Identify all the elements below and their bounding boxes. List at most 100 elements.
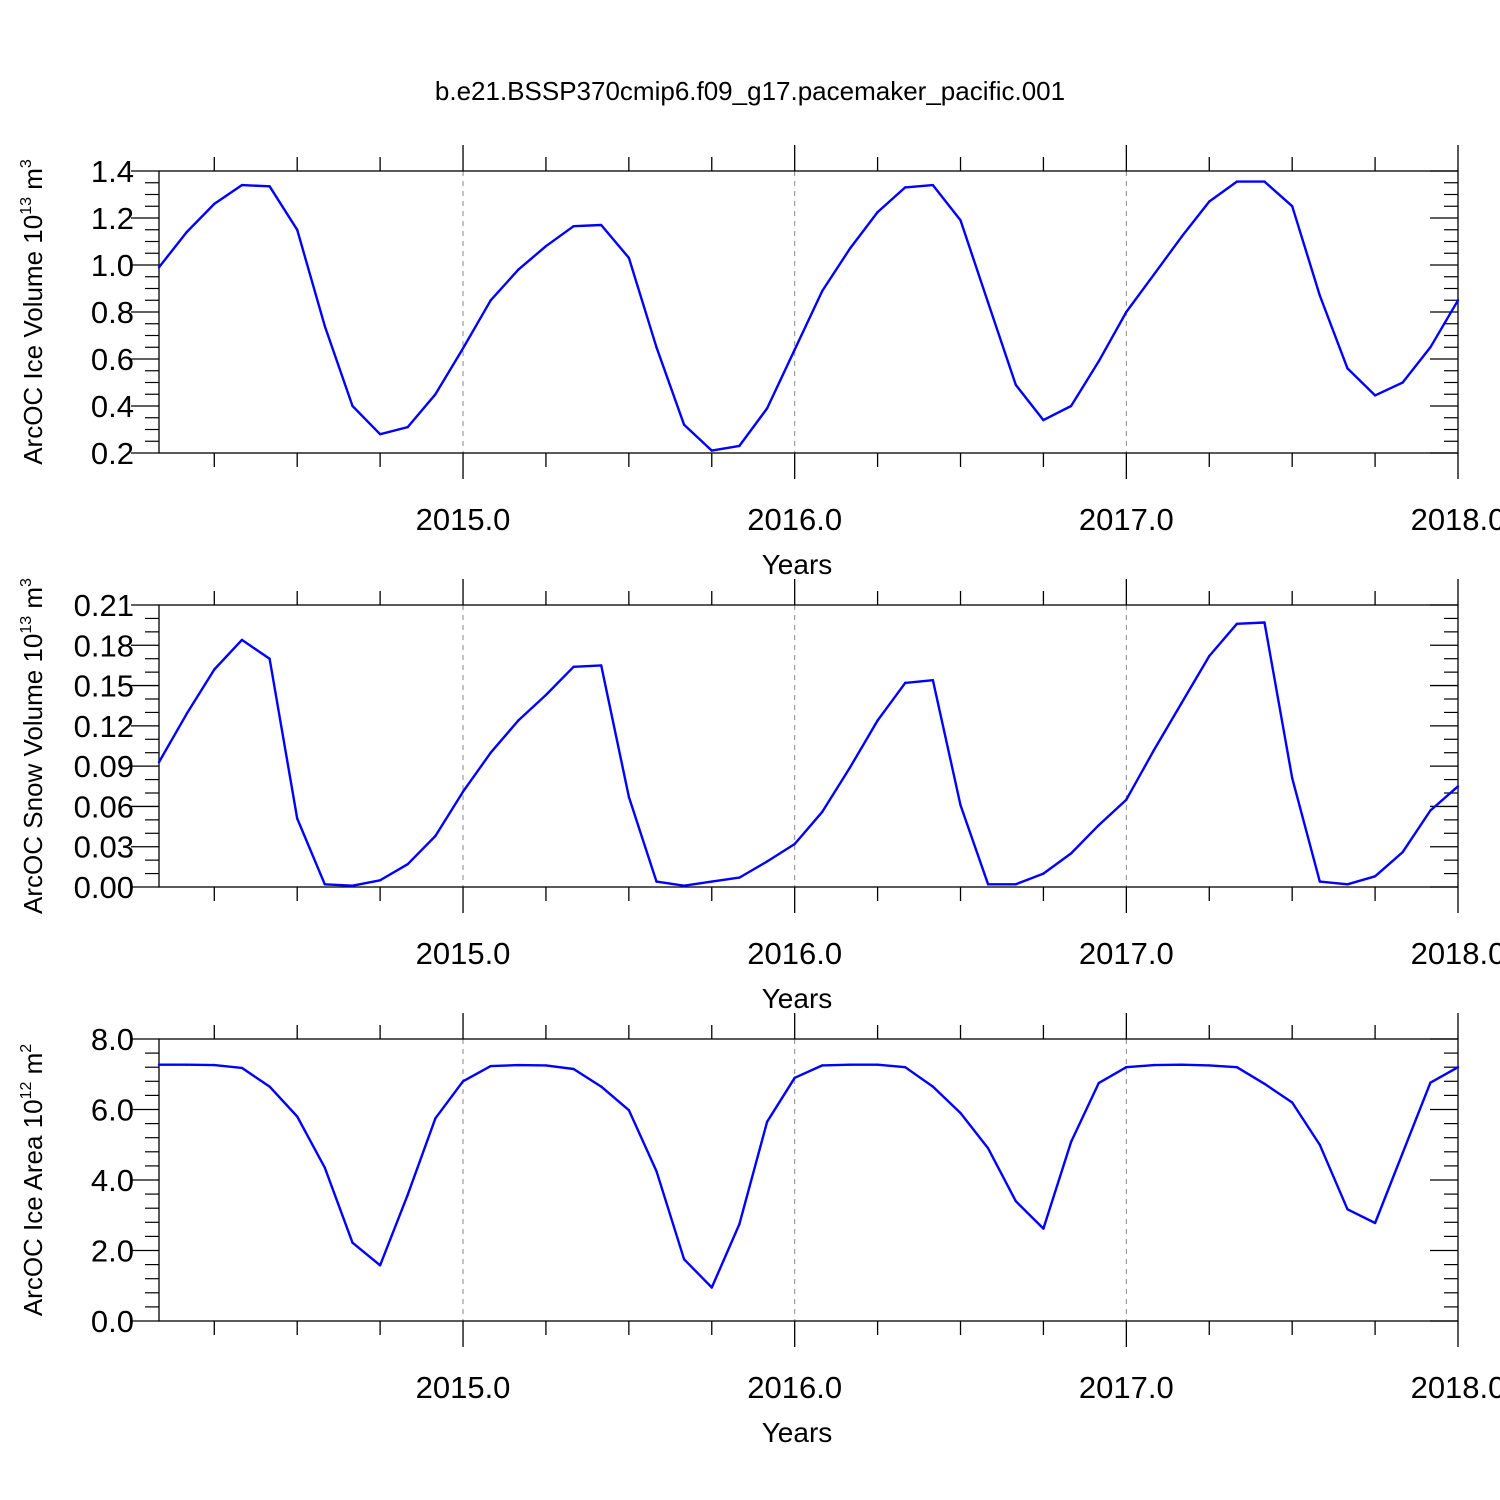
data-point [323,1166,327,1169]
data-point [213,668,216,671]
data-point [738,1222,741,1226]
data-point [240,183,244,187]
data-point [793,348,796,351]
chart-panel-1: 2015.0 2016.0 2017.0 2018.0 Years 0.2 0.4 0.6 0.… [18,145,1500,580]
data-point [765,407,769,410]
data-point [682,1258,686,1261]
data-point [1401,381,1404,384]
data-point [572,1067,575,1071]
y-tick-label: 0.03 [74,830,134,865]
data-point [1180,701,1183,705]
data-point [240,1066,244,1070]
data-point [600,664,603,667]
data-point [1042,872,1045,875]
data-point [323,324,327,328]
data-point [876,1063,879,1066]
data-point [572,665,575,668]
data-point [959,803,962,807]
data-point [434,393,437,396]
y-tick-label: 2.0 [91,1234,134,1269]
data-point [738,444,741,448]
y-tick-label: 4.0 [91,1163,134,1198]
data-point [1235,180,1239,183]
data-point [434,1117,437,1120]
data-point [323,883,327,886]
x-axis-label: Years [762,983,833,1014]
data-point [1373,394,1377,397]
data-point [185,1063,188,1066]
y-tick-label: 0.15 [74,669,134,704]
data-point [1290,205,1294,208]
data-point [821,1064,824,1067]
data-point [1180,1063,1183,1066]
data-point [517,719,520,722]
data-point [1456,1066,1460,1069]
data-point [1125,310,1128,314]
data-point [1346,367,1349,370]
data-point [931,679,935,682]
data-point [931,183,935,187]
data-point [1014,1199,1018,1203]
data-point [931,1085,935,1088]
data-point [876,719,879,722]
data-point [986,883,990,886]
y-tick-label: 1.2 [91,201,134,236]
data-point [821,810,824,813]
data-point [959,1111,962,1115]
series-line-1 [159,1063,1459,1289]
data-point [1097,360,1100,363]
y-tick-label: 0.8 [91,295,134,330]
data-point [517,268,520,271]
data-point [1097,824,1100,827]
data-point [1152,1063,1156,1067]
data-point [710,1286,713,1289]
x-tick-label: 2015.0 [416,936,511,971]
data-point [157,1063,161,1066]
data-point [157,266,161,269]
data-point [1401,1151,1404,1155]
y-axis-label: ArcOC Ice Volume 1013 m3 [18,159,48,465]
data-point [213,1063,216,1067]
data-point [821,289,824,293]
y-tick-label: 0.0 [91,1304,134,1339]
data-point [268,1085,271,1088]
data-point [986,1147,990,1150]
plot-frame [158,170,1459,454]
y-tick-label: 6.0 [91,1093,134,1128]
x-tick-label: 2016.0 [747,502,842,537]
data-point [1069,852,1073,855]
y-tick-label: 0.21 [74,588,134,623]
data-point [268,185,271,188]
data-point [1263,621,1266,624]
data-point [1263,180,1266,183]
data-point [1208,654,1211,658]
x-tick-label: 2018.0 [1411,936,1500,971]
data-point [627,256,631,260]
data-point [544,1064,548,1067]
data-point [627,1109,631,1112]
data-point [710,449,713,452]
data-point [406,425,409,429]
data-point [682,423,686,426]
data-point [904,1066,907,1069]
data-point [710,880,713,883]
data-point [351,1241,354,1244]
x-tick-label: 2015.0 [416,1370,511,1405]
data-point [1014,383,1018,387]
data-point [268,657,271,660]
data-point [1208,200,1211,203]
data-point [544,693,548,697]
data-point [461,1080,465,1083]
y-tick-label: 1.4 [91,154,134,189]
data-point [572,225,575,228]
data-point [213,202,216,206]
chart-panel-2: 2015.0 2016.0 2017.0 2018.0 Years 0.00 0.03 0.0… [18,578,1500,1014]
data-point [489,299,492,302]
data-point [489,1064,492,1068]
y-axis-label: ArcOC Ice Area 1012 m2 [18,1044,48,1316]
data-point [1208,1064,1211,1067]
data-point [655,1169,658,1173]
data-point [406,862,409,866]
data-point [544,245,548,248]
